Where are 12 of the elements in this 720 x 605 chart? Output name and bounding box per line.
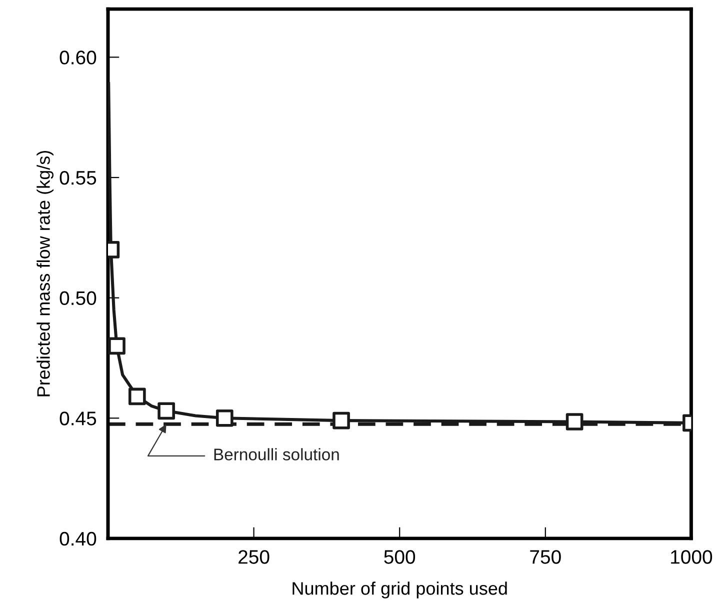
y-axis-title: Predicted mass flow rate (kg/s) [36,150,54,396]
y-tick-label: 0.55 [60,170,96,185]
x-tick-label: 250 [238,550,270,564]
x-tick-label: 500 [384,550,416,564]
y-tick-label: 0.40 [60,532,96,546]
x-tick-label: 1000 [671,550,712,564]
y-tick-label: 0.60 [60,50,96,64]
y-tick-label: 0.45 [60,412,96,426]
x-axis-title: Number of grid points used [292,582,507,598]
ref-line-label: Bernoulli solution [214,448,339,460]
x-tick-label: 750 [530,550,561,564]
y-tick-label: 0.50 [60,291,96,306]
